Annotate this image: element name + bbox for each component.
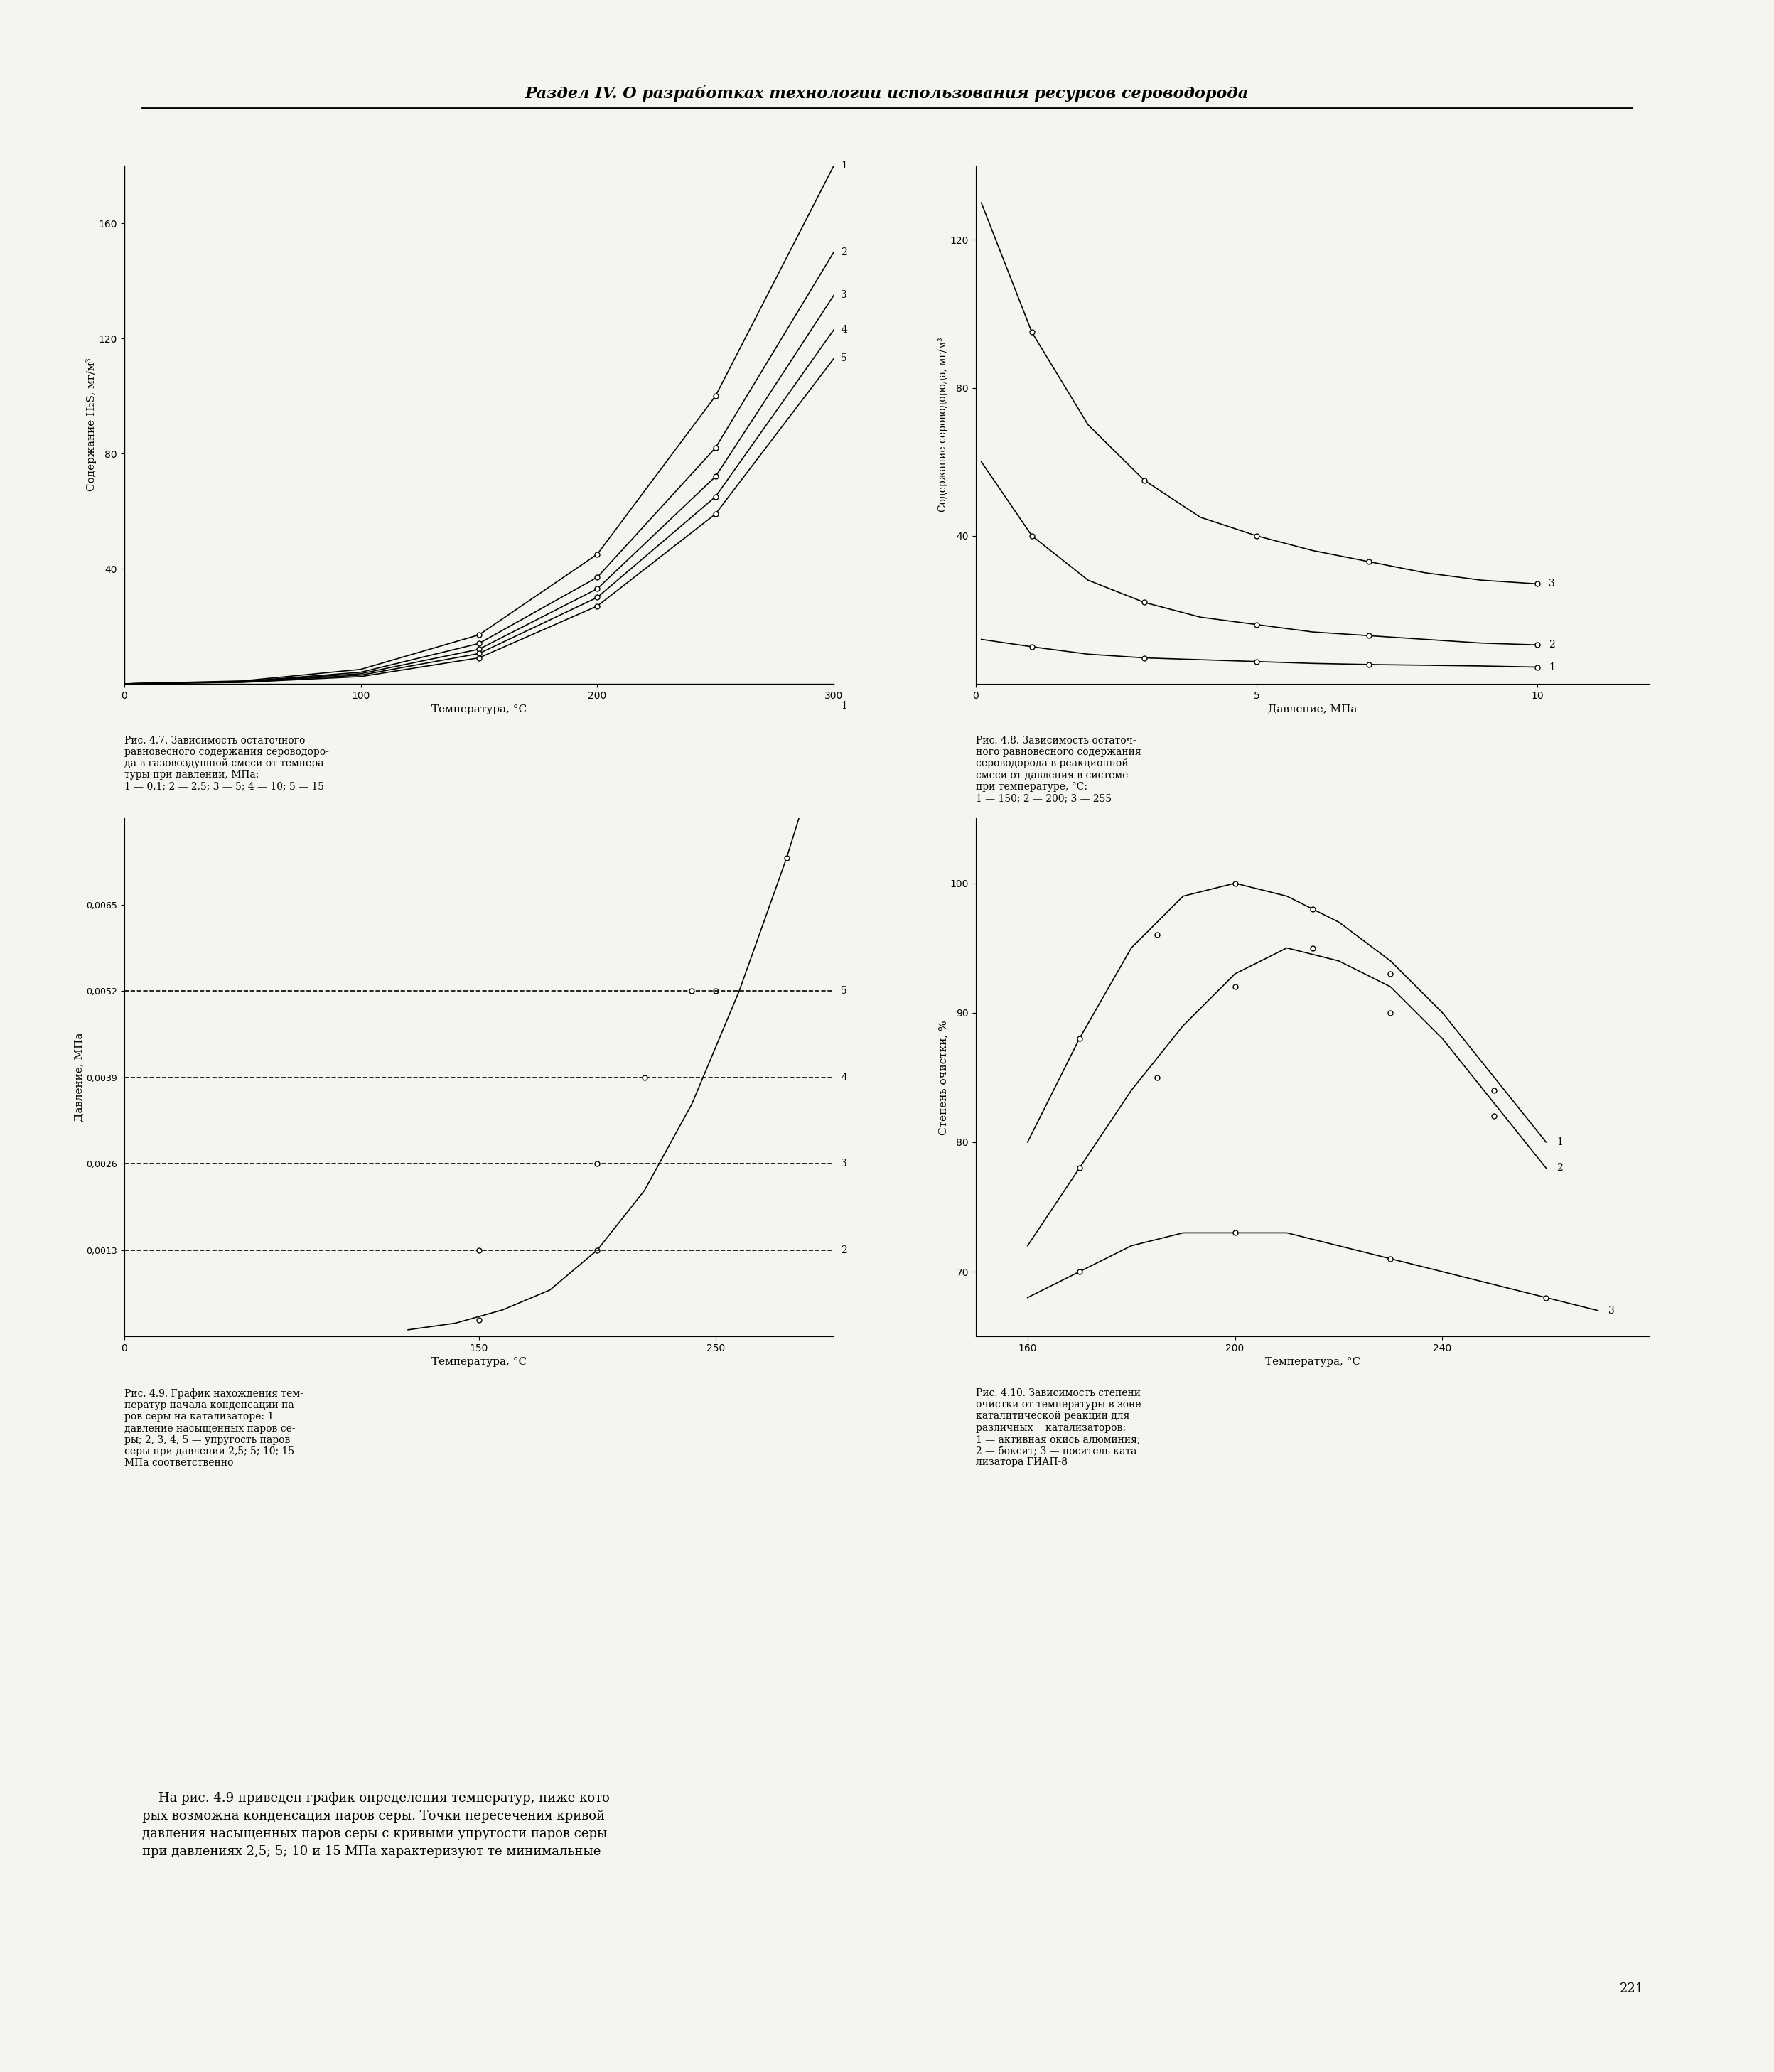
X-axis label: Температура, °С: Температура, °С: [431, 1357, 527, 1368]
Text: Раздел IV. О разработках технологии использования ресурсов сероводорода: Раздел IV. О разработках технологии испо…: [525, 85, 1249, 102]
Text: 2: 2: [1556, 1162, 1563, 1173]
Text: 1: 1: [841, 162, 848, 170]
Text: 4: 4: [841, 325, 848, 336]
Text: На рис. 4.9 приведен график определения температур, ниже кото-
рых возможна конд: На рис. 4.9 приведен график определения …: [142, 1792, 614, 1859]
Y-axis label: Давление, МПа: Давление, МПа: [75, 1032, 83, 1123]
Text: Рис. 4.7. Зависимость остаточного
равновесного содержания сероводоро-
да в газов: Рис. 4.7. Зависимость остаточного равнов…: [124, 736, 328, 792]
Text: 3: 3: [1549, 578, 1556, 588]
Text: 1: 1: [841, 700, 848, 711]
Text: 3: 3: [1609, 1305, 1614, 1316]
Y-axis label: Степень очистки, %: Степень очистки, %: [938, 1019, 947, 1135]
Text: 4: 4: [841, 1073, 848, 1082]
Text: 5: 5: [841, 354, 848, 363]
Text: Рис. 4.9. График нахождения тем-
ператур начала конденсации па-
ров серы на ката: Рис. 4.9. График нахождения тем- ператур…: [124, 1388, 303, 1467]
Text: Рис. 4.8. Зависимость остаточ-
ного равновесного содержания
сероводорода в реакц: Рис. 4.8. Зависимость остаточ- ного равн…: [976, 736, 1141, 804]
Text: 5: 5: [841, 986, 848, 997]
Y-axis label: Содержание сероводорода, мг/м³: Содержание сероводорода, мг/м³: [938, 338, 947, 512]
Text: 1: 1: [1549, 663, 1556, 671]
X-axis label: Температура, °С: Температура, °С: [1265, 1357, 1361, 1368]
Text: 2: 2: [1549, 640, 1556, 651]
X-axis label: Температура, °С: Температура, °С: [431, 704, 527, 715]
Y-axis label: Содержание H₂S, мг/м³: Содержание H₂S, мг/м³: [85, 358, 96, 491]
Text: 2: 2: [841, 1245, 848, 1256]
X-axis label: Давление, МПа: Давление, МПа: [1268, 704, 1357, 715]
Text: 221: 221: [1620, 1983, 1644, 1995]
Text: 3: 3: [841, 290, 848, 300]
Text: 1: 1: [1556, 1138, 1563, 1148]
Text: 3: 3: [841, 1158, 848, 1169]
Text: Рис. 4.10. Зависимость степени
очистки от температуры в зоне
каталитической реак: Рис. 4.10. Зависимость степени очистки о…: [976, 1388, 1141, 1467]
Text: 2: 2: [841, 247, 848, 257]
